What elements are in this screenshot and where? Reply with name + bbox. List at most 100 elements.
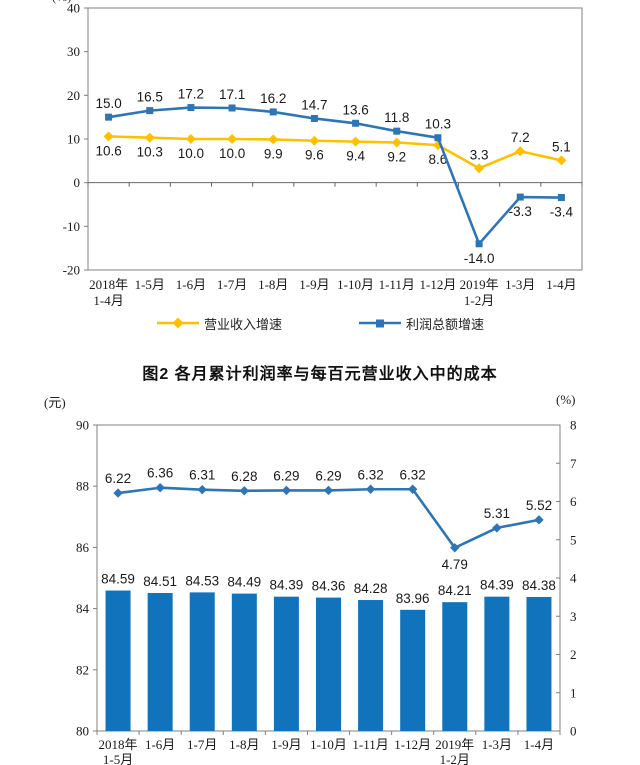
- line-data-label: 6.31: [189, 468, 215, 483]
- x-axis-label: 1-12月: [419, 277, 456, 292]
- data-label: 7.2: [511, 130, 530, 145]
- profit-rate-marker: [365, 484, 376, 494]
- data-label: -3.4: [550, 205, 574, 220]
- x-axis-label: 1-2月: [464, 293, 494, 308]
- data-label: 10.0: [219, 146, 245, 161]
- cost-bar: [147, 592, 173, 731]
- data-label: 5.1: [552, 139, 571, 154]
- line-data-label: 5.31: [484, 506, 510, 521]
- left-axis-tick-label: 82: [76, 662, 89, 677]
- x-axis-label: 1-10月: [337, 277, 374, 292]
- legend-swatch-svg: [359, 319, 401, 328]
- data-label: 9.2: [387, 149, 406, 164]
- right-axis-tick-label: 4: [570, 571, 577, 586]
- profit-rate-marker: [323, 485, 334, 496]
- cost-bar: [358, 600, 384, 731]
- profit-rate-marker: [534, 515, 544, 525]
- data-label: 10.6: [95, 143, 121, 158]
- x-axis-label: 2018年: [99, 737, 138, 752]
- bar-data-label: 84.28: [354, 581, 388, 596]
- x-axis-label: 1-2月: [440, 752, 470, 765]
- line-data-label: 6.36: [147, 466, 173, 481]
- line-data-label: 6.22: [105, 471, 131, 486]
- left-axis-tick-label: 90: [76, 418, 89, 433]
- cost-bar: [316, 597, 341, 731]
- x-axis-label: 1-7月: [217, 277, 247, 292]
- profit-rate-marker: [197, 484, 207, 495]
- legend-item-revenue-growth: 营业收入增速: [156, 314, 282, 333]
- y-axis-tick-label: 20: [67, 88, 80, 103]
- x-axis-label: 1-3月: [482, 737, 512, 752]
- profit-rate-marker: [281, 485, 292, 496]
- x-axis-label: 1-8月: [229, 737, 259, 752]
- chart1-marker-square: [105, 113, 113, 121]
- data-label: 10.3: [425, 117, 451, 132]
- data-label: 16.2: [260, 91, 286, 106]
- x-axis-label: 2018年: [89, 277, 128, 292]
- cost-bar: [400, 609, 426, 731]
- profit-growth-line-icon: [358, 317, 402, 329]
- data-label: 9.4: [346, 149, 365, 164]
- chart1-legend: 营业收入增速 利润总额增速: [0, 312, 640, 334]
- right-axis-tick-label: 0: [570, 724, 577, 739]
- chart1-unit-label: (%): [52, 0, 72, 5]
- right-axis-tick-label: 3: [570, 609, 577, 624]
- bar-data-label: 84.38: [522, 578, 556, 593]
- chart1-marker-square: [269, 108, 277, 116]
- legend-item-profit-growth: 利润总额增速: [358, 314, 484, 333]
- x-axis-label: 1-12月: [394, 737, 431, 752]
- revenue-growth-line-icon: [156, 317, 200, 329]
- x-axis-label: 1-6月: [145, 737, 175, 752]
- bar-data-label: 84.59: [101, 572, 135, 587]
- profit-rate-marker: [492, 523, 502, 533]
- x-axis-label: 1-4月: [524, 737, 554, 752]
- chart1-line-square: [107, 106, 563, 246]
- y-axis-tick-label: -20: [63, 263, 80, 278]
- right-axis-tick-label: 1: [570, 685, 577, 700]
- x-axis-label: 1-5月: [103, 752, 133, 765]
- y-axis-tick-label: 0: [74, 175, 81, 190]
- chart1-line-diamond: [107, 135, 563, 170]
- bar-data-label: 83.96: [396, 591, 430, 606]
- chart1-marker-square: [310, 114, 318, 122]
- chart2-left-axis-unit: (元): [44, 395, 66, 410]
- data-label: 9.6: [305, 148, 324, 163]
- cost-bar: [231, 593, 257, 731]
- line-data-label: 6.32: [357, 467, 383, 482]
- data-label: 10.0: [178, 146, 204, 161]
- profit-rate-marker: [155, 483, 165, 493]
- line-data-label: 6.29: [315, 468, 341, 483]
- left-axis-tick-label: 88: [76, 479, 89, 494]
- bar-data-label: 84.39: [270, 578, 304, 593]
- x-axis-label: 2019年: [460, 277, 499, 292]
- chart1-marker-diamond: [227, 134, 238, 144]
- line-data-label: 6.32: [400, 467, 426, 482]
- cost-bar: [442, 602, 468, 731]
- data-label: 3.3: [470, 147, 489, 162]
- data-label: 8.6: [429, 152, 448, 167]
- x-axis-label: 1-5月: [135, 277, 165, 292]
- y-axis-tick-label: 30: [67, 44, 80, 59]
- right-axis-tick-label: 8: [570, 418, 577, 433]
- data-label: 17.2: [178, 87, 204, 102]
- chart1-marker-diamond: [103, 131, 114, 142]
- left-axis-tick-label: 84: [76, 601, 90, 616]
- x-axis-label: 2019年: [435, 737, 474, 752]
- bar-data-label: 84.21: [438, 583, 472, 598]
- right-axis-tick-label: 6: [570, 494, 577, 509]
- bar-data-label: 84.36: [312, 579, 346, 594]
- cost-bar: [273, 596, 299, 731]
- line-data-label: 6.28: [231, 469, 257, 484]
- y-axis-tick-label: 40: [67, 1, 80, 16]
- profit-rate-marker: [239, 486, 250, 496]
- chart1-marker-square: [352, 119, 360, 127]
- right-axis-tick-label: 2: [570, 647, 577, 662]
- chart1-marker-square: [228, 104, 236, 112]
- cost-bar: [189, 592, 215, 731]
- chart1-marker-square: [434, 134, 442, 142]
- bar-data-label: 84.49: [227, 575, 261, 590]
- chart1-marker-diamond: [144, 132, 155, 143]
- data-label: 13.6: [342, 102, 368, 117]
- data-label: 10.3: [137, 145, 163, 160]
- data-label: 9.9: [264, 146, 283, 161]
